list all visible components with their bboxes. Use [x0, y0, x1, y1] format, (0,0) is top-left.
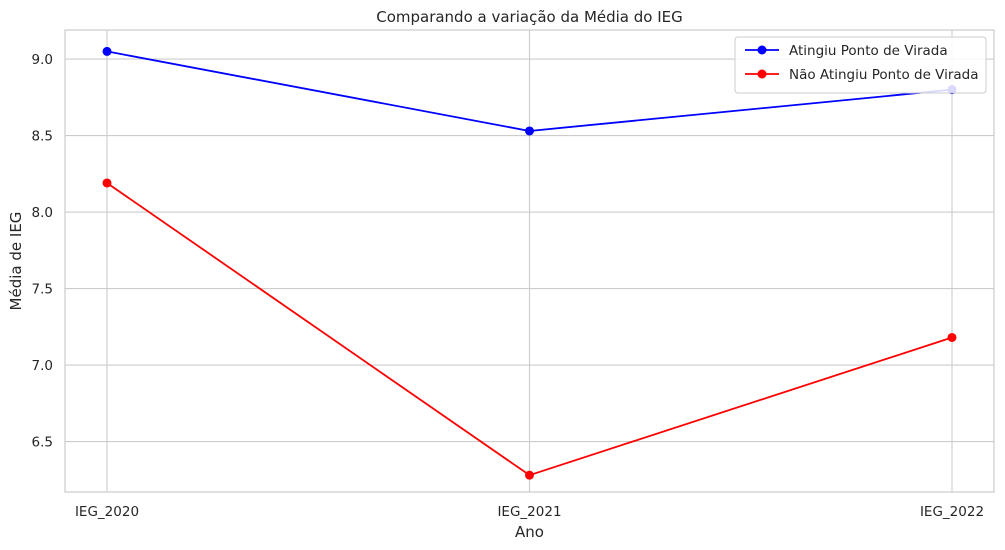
- y-tick-label: 7.0: [32, 358, 53, 374]
- legend: Atingiu Ponto de Virada Não Atingiu Pont…: [734, 36, 987, 94]
- y-tick-label: 8.0: [32, 205, 53, 221]
- data-point: [102, 178, 112, 188]
- chart-title: Comparando a variação da Média do IEG: [376, 8, 683, 26]
- data-point: [525, 126, 534, 136]
- x-tick-label: IEG_2020: [75, 504, 139, 520]
- x-tick-labels: IEG_2020 IEG_2021 IEG_2022: [75, 504, 984, 520]
- y-axis-label: Média de IEG: [7, 212, 25, 311]
- data-point: [102, 46, 112, 56]
- x-tick-label: IEG_2022: [920, 504, 984, 520]
- legend-label-series-1: Atingiu Ponto de Virada: [789, 43, 948, 59]
- data-point: [947, 332, 957, 342]
- legend-box: [734, 36, 987, 94]
- legend-marker-series-2: [757, 69, 767, 79]
- data-point: [525, 470, 534, 480]
- x-gridlines: [106, 30, 953, 492]
- y-tick-label: 8.5: [32, 129, 53, 145]
- legend-label-series-2: Não Atingiu Ponto de Virada: [789, 67, 979, 83]
- plot-frame: [64, 29, 995, 493]
- x-axis-label: Ano: [515, 523, 544, 541]
- y-tick-labels: 6.5 7.0 7.5 8.0 8.5 9.0: [32, 52, 53, 450]
- y-tick-label: 9.0: [32, 52, 53, 68]
- x-tick-label: IEG_2021: [497, 504, 561, 520]
- y-tick-label: 6.5: [32, 435, 53, 451]
- y-tick-label: 7.5: [32, 282, 53, 298]
- legend-marker-series-1: [757, 45, 767, 55]
